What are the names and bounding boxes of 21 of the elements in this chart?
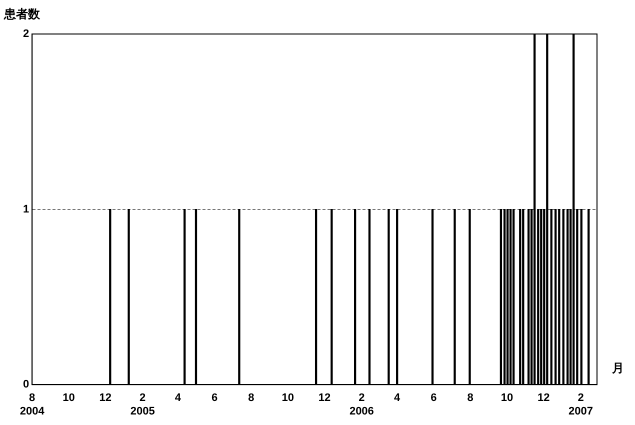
x-tick-label: 4	[174, 392, 182, 404]
x-tick-label: 10	[282, 392, 294, 404]
x-tick-label: 2 2006	[349, 392, 374, 418]
x-tick-label: 10	[500, 392, 514, 404]
x-axis-title: 月	[612, 360, 624, 377]
x-tick-label: 6	[212, 392, 218, 404]
y-axis-title: 患者数	[4, 6, 40, 23]
y-tick-label: 2	[22, 28, 30, 40]
x-tick-label: 6	[430, 392, 437, 404]
x-tick-label: 8	[248, 392, 254, 404]
x-tick-label: 4	[394, 392, 402, 404]
y-tick-label: 0	[22, 378, 30, 391]
x-tick-label: 8 2004	[20, 392, 46, 418]
x-tick-label: 12	[537, 392, 550, 404]
x-tick-label: 2 2005	[130, 392, 155, 418]
x-tick-label: 10	[62, 392, 75, 404]
y-tick-label: 1	[22, 203, 30, 216]
x-tick-label: 12	[99, 392, 112, 404]
x-tick-label: 2 2007	[568, 392, 594, 418]
x-tick-label: 12	[318, 392, 331, 404]
x-tick-label: 8	[467, 392, 474, 404]
